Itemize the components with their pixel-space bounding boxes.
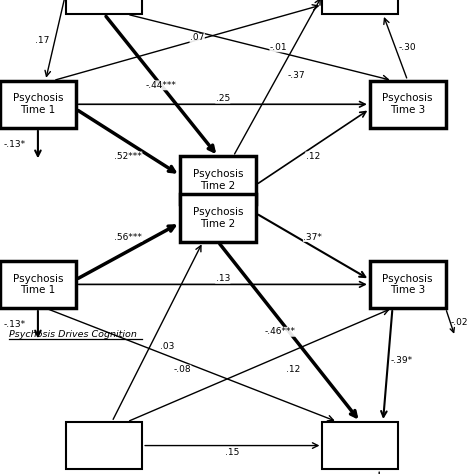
FancyBboxPatch shape [66,422,142,469]
FancyBboxPatch shape [0,81,76,128]
Text: .25: .25 [216,94,230,103]
Text: .17: .17 [35,36,49,45]
Text: -.02: -.02 [450,318,468,327]
FancyBboxPatch shape [180,194,256,242]
Text: Psychosis Drives Cognition: Psychosis Drives Cognition [9,330,137,339]
Text: Psychosis
Time 3: Psychosis Time 3 [383,93,433,115]
Text: Psychosis
Time 3: Psychosis Time 3 [383,273,433,295]
Text: Psychosis
Time 2: Psychosis Time 2 [193,169,243,191]
FancyBboxPatch shape [322,422,398,469]
FancyBboxPatch shape [322,0,398,14]
Text: .12: .12 [286,365,300,374]
Text: .07: .07 [190,34,204,42]
FancyBboxPatch shape [0,261,76,308]
Text: Psychosis
Time 2: Psychosis Time 2 [193,207,243,229]
Text: .52***: .52*** [114,152,142,161]
Text: -.30: -.30 [398,43,416,52]
Text: -.37: -.37 [288,72,306,80]
Text: .12: .12 [306,152,320,161]
FancyBboxPatch shape [370,261,446,308]
Text: Psychosis
Time 1: Psychosis Time 1 [13,273,63,295]
FancyBboxPatch shape [180,156,256,204]
Text: .13: .13 [216,274,230,283]
Text: -.08: -.08 [173,365,191,374]
Text: -.46***: -.46*** [264,328,295,336]
Text: -.13*: -.13* [3,320,25,329]
Text: -.13*: -.13* [3,140,25,149]
FancyBboxPatch shape [66,0,142,14]
Text: -.44***: -.44*** [146,81,177,90]
FancyBboxPatch shape [370,81,446,128]
Text: .56***: .56*** [114,233,142,241]
Text: .37*: .37* [303,233,322,241]
Text: Psychosis
Time 1: Psychosis Time 1 [13,93,63,115]
Text: -.39*: -.39* [391,356,413,365]
Text: -.01: -.01 [270,43,288,52]
Text: .15: .15 [225,448,239,457]
Text: .03: .03 [160,342,174,350]
